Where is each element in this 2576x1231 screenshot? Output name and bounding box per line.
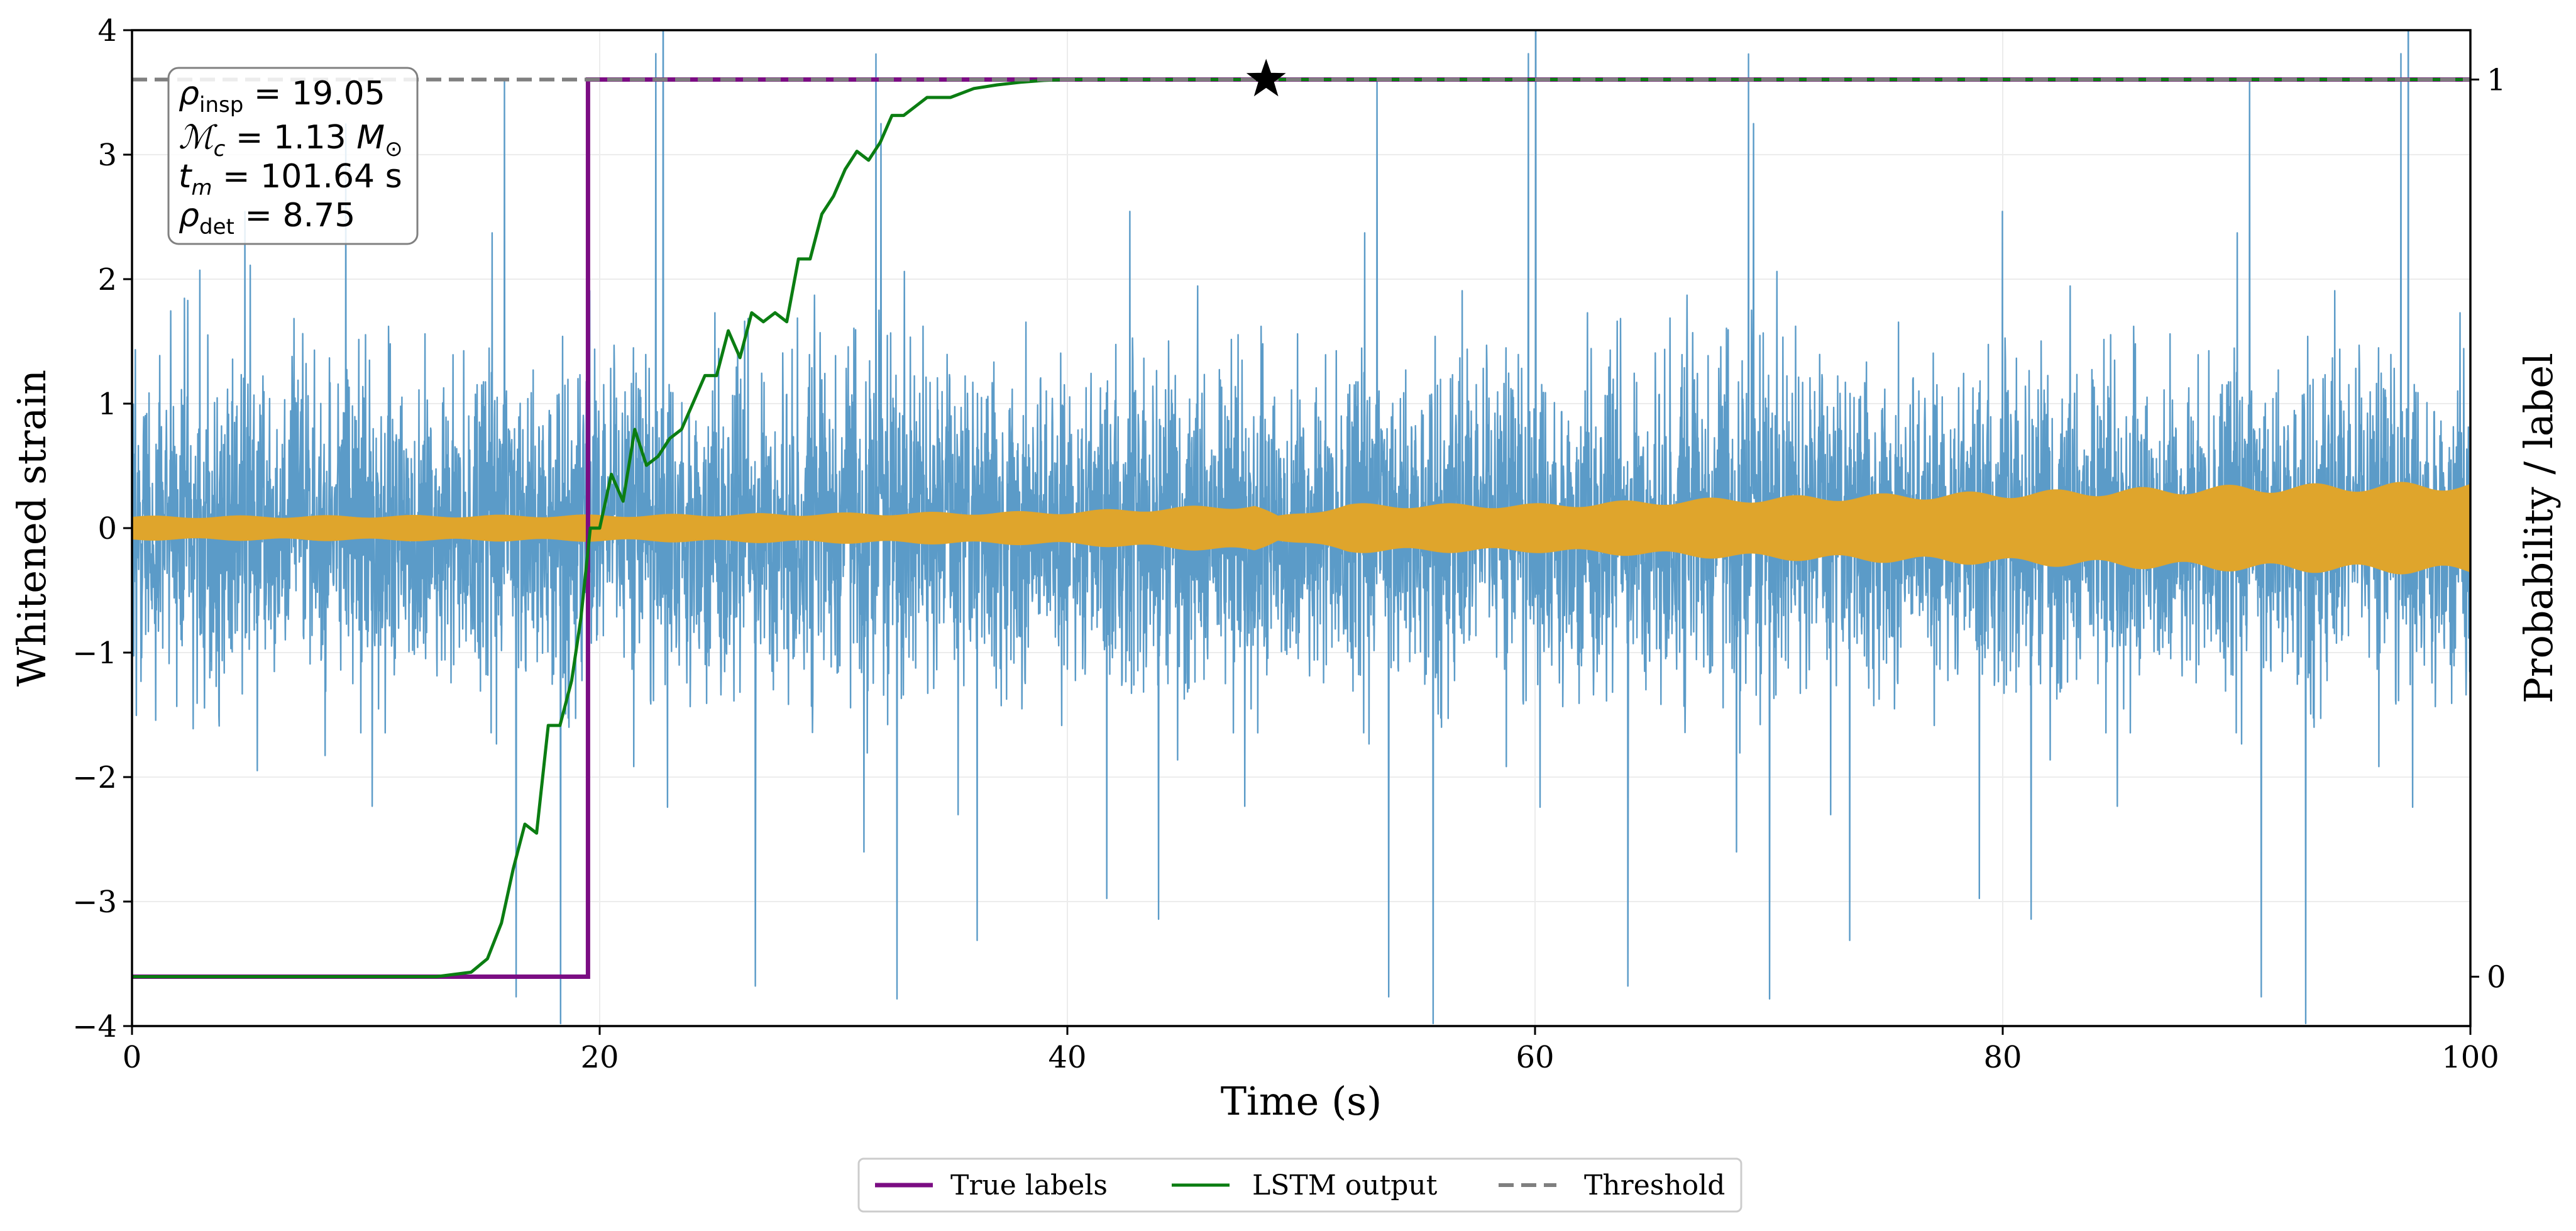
right-y-tick-label: 1 [2487,62,2506,97]
annotation-rho-det: ρdet = 8.75 [179,197,355,240]
annotation-rho-insp: ρinsp = 19.05 [179,75,385,118]
left-y-tick-label: 0 [97,511,117,546]
annotation-merger-time: tm = 101.64 s [179,158,402,201]
x-tick-label: 80 [1983,1040,2022,1075]
legend: True labels LSTM output Threshold [857,1157,1742,1213]
left-y-axis-ticks: −4 −3 −2 −1 0 1 2 3 4 [72,13,132,1044]
x-tick-label: 0 [123,1040,142,1075]
left-y-tick-label: −3 [72,885,117,920]
left-y-tick-label: 2 [97,262,117,297]
legend-lstm-output-label: LSTM output [1252,1169,1438,1201]
x-axis-label: Time (s) [1221,1078,1382,1124]
signal-series [132,482,2470,575]
x-axis-ticks: 0 20 40 60 80 100 [123,1026,2499,1075]
legend-true-labels-label: True labels [950,1169,1108,1201]
left-y-tick-label: 4 [97,13,117,48]
annotation-chirp-mass: ℳc = 1.13 M⊙ [179,119,403,162]
x-tick-label: 20 [580,1040,619,1075]
left-y-axis-label: Whitened strain [9,370,55,687]
x-tick-label: 100 [2441,1040,2499,1075]
legend-frame [857,1157,1742,1213]
detection-star-marker [1246,58,1286,97]
left-y-tick-label: 1 [97,387,117,422]
x-tick-label: 40 [1048,1040,1086,1075]
right-y-axis-ticks: 01 [2470,62,2506,995]
parameter-annotation-box: ρinsp = 19.05 ℳc = 1.13 M⊙ tm = 101.64 s… [167,67,419,245]
noisy-strain-series [132,30,2470,1025]
left-y-tick-label: −2 [72,760,117,795]
lstm-output-series [132,78,2470,978]
x-tick-label: 60 [1516,1040,1554,1075]
right-y-axis-label: Probability / label [2516,353,2562,704]
right-y-tick-label: 0 [2487,960,2506,995]
left-y-tick-label: 3 [97,138,117,173]
left-y-tick-label: −1 [72,636,117,671]
left-y-tick-label: −4 [72,1009,117,1044]
legend-threshold-label: Threshold [1584,1169,1725,1201]
annotation-box-frame [167,67,419,245]
